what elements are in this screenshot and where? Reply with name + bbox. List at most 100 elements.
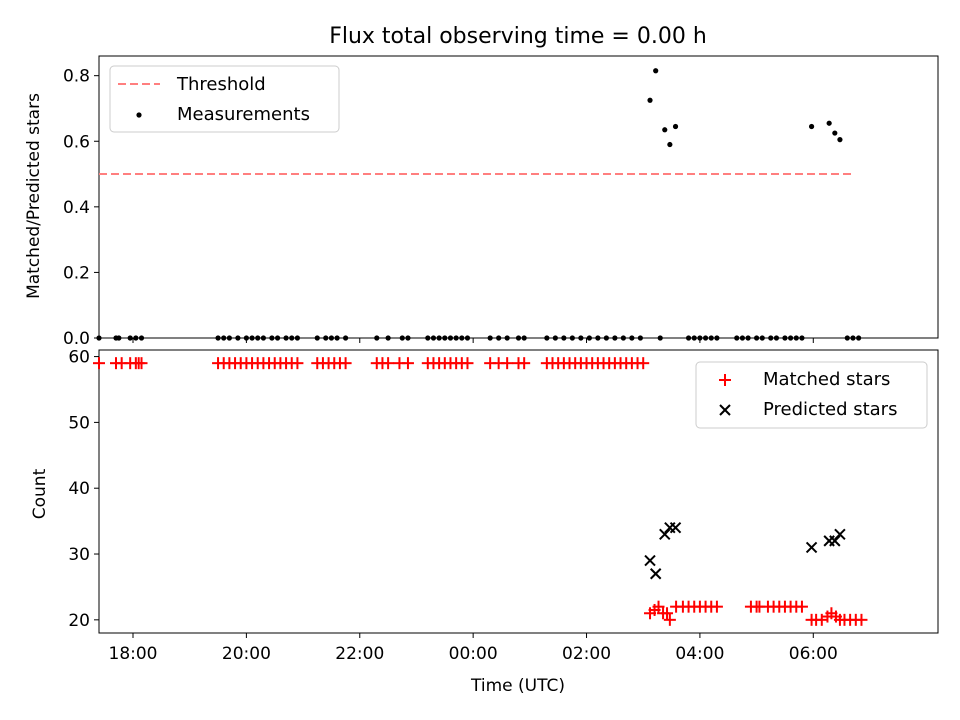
measurement-point [612,335,618,341]
measurement-point [215,335,221,341]
measurement-point [759,335,765,341]
x-axis-label: Time (UTC) [470,676,565,696]
measurement-point [283,335,289,341]
measurement-point [442,335,448,341]
y-tick-label: 40 [68,479,90,499]
legend-measurements-label: Measurements [177,104,310,125]
x-tick-label: 18:00 [109,644,158,664]
measurement-point [255,335,261,341]
y-tick-label: 50 [68,413,90,433]
measurement-point [374,335,380,341]
measurement-point [289,335,295,341]
measurement-point [569,335,575,341]
measurement-point [826,120,832,126]
predicted-stars-point [834,528,846,540]
measurement-point [447,335,454,341]
predicted-stars-point [805,541,818,554]
measurement-point [399,335,405,341]
legend-frame [695,361,928,429]
measurement-point [799,335,805,341]
measurement-point [127,335,133,341]
top-plot-area: 0.0 0.2 0.4 0.6 0.8 [63,55,939,349]
matched-stars-point [518,357,531,370]
measurement-point [782,335,788,341]
measurement-point [459,335,465,341]
measurement-point [832,130,838,136]
matched-stars-point [339,357,352,370]
measurement-point [603,335,609,341]
top-y-axis-label: Matched/Predicted stars [24,93,44,299]
measurement-point [314,335,320,341]
measurement-point [850,335,856,341]
matched-stars-point [795,600,808,613]
legend-predicted-label: Predicted stars [763,399,897,420]
measurement-point [595,335,601,341]
legend-matched-label: Matched stars [763,369,890,390]
measurement-point [734,335,740,341]
measurement-point [133,335,139,341]
x-tick-label: 06:00 [789,644,838,664]
y-tick-label: 0.2 [63,263,90,283]
matched-stars-point [401,357,414,370]
x-tick-label: 00:00 [449,644,498,664]
matched-stars-point [661,607,674,620]
matched-stars-point [382,357,395,370]
x-tick-label: 04:00 [675,644,724,664]
matched-stars-point [652,600,665,613]
measurement-point [691,335,697,341]
measurement-point [334,335,340,341]
measurement-point [586,335,592,341]
measurement-point [702,335,709,341]
matched-stars-point [710,600,723,613]
measurement-point [753,335,760,341]
measurement-point [294,335,301,341]
measurement-point [430,335,437,341]
measurement-point [521,335,527,341]
matched-stars-point [855,613,868,626]
predicted-stars-point [649,568,662,580]
measurement-point [552,335,558,341]
measurement-point [697,335,703,341]
measurement-point [260,335,266,341]
measurement-point [844,335,850,341]
predicted-stars-point [659,528,671,540]
measurement-point [647,97,653,103]
measurement-point [768,335,774,341]
measurement-point [672,123,679,130]
x-tick-label: 20:00 [222,644,271,664]
legend-measurements-swatch [136,112,142,118]
measurement-point [662,127,668,133]
measurement-point [496,335,502,341]
measurement-point [653,68,659,74]
measurement-point [667,141,673,148]
bottom-plot-area: 20 30 40 50 60 18:00 20:00 22:00 00:00 02:00 04:00… [68,348,939,664]
matched-stars-point [135,357,148,370]
top-legend: Threshold Measurements [109,65,340,133]
matched-stars-point [461,357,474,370]
plot-frame [98,349,939,634]
matched-stars-point [637,357,650,370]
y-tick-label: 0.6 [63,132,90,152]
bottom-y-axis-label: Count [30,468,50,519]
measurement-point [464,335,471,341]
predicted-stars-point [829,535,841,547]
measurement-point [138,335,145,341]
y-tick-label: 60 [68,348,90,368]
predicted-stars-point [669,521,682,534]
measurement-point [739,335,746,341]
matched-stars-point [501,357,514,370]
measurement-point [323,335,329,341]
bottom-legend: Matched stars Predicted stars [695,361,928,429]
measurement-point [274,335,281,341]
measurement-point [793,335,799,341]
measurement-point [385,335,391,341]
measurement-point [436,335,442,341]
y-tick-label: 0.4 [63,198,90,218]
measurement-point [788,335,794,341]
measurement-point [637,335,643,341]
measurement-point [221,335,227,341]
legend-threshold-label: Threshold [176,74,266,95]
measurement-point [425,335,431,341]
measurement-point [714,335,720,341]
measurement-point [249,335,255,341]
